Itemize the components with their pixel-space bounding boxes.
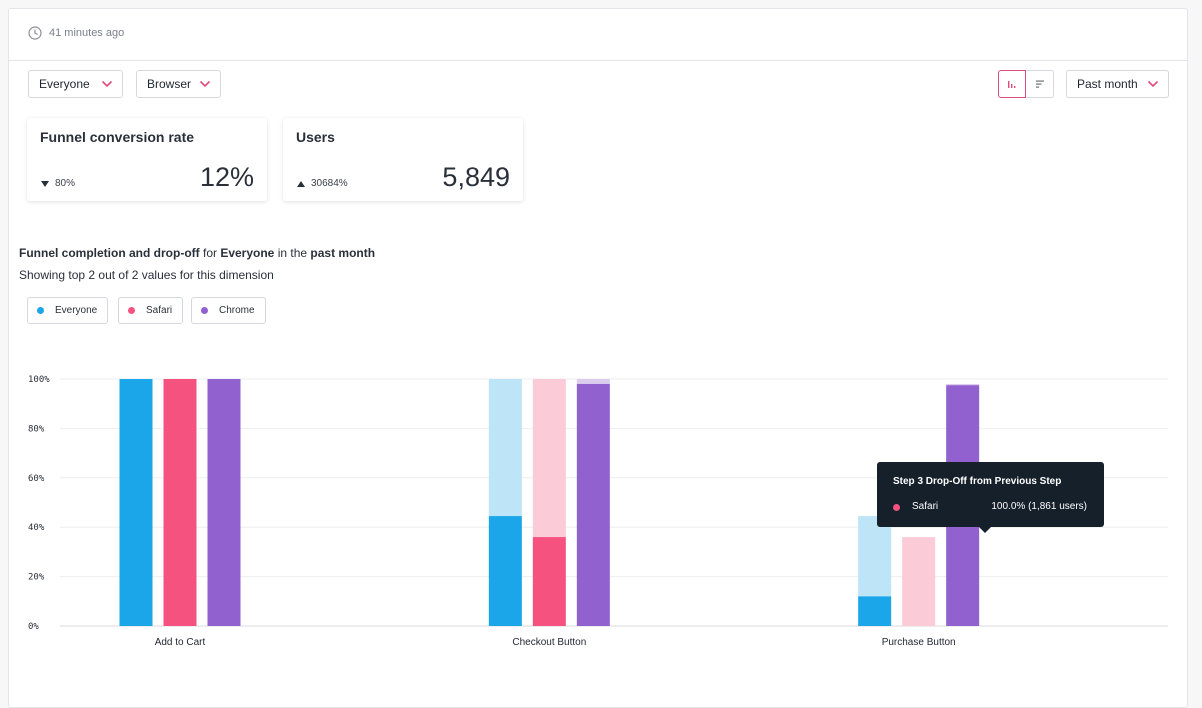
triangle-down-icon <box>41 180 49 187</box>
date-range-dropdown-value: Past month <box>1077 77 1138 91</box>
legend-label: Chrome <box>219 305 255 316</box>
y-tick-label: 80% <box>28 424 45 434</box>
chart-heading: Funnel completion and drop-off for Every… <box>19 246 375 260</box>
tooltip-title: Step 3 Drop-Off from Previous Step <box>893 476 1062 487</box>
bar-dropoff-chrome <box>576 379 610 384</box>
bar-completed-everyone <box>858 596 892 626</box>
metric-title: Users <box>296 129 335 145</box>
metric-delta-value: 80% <box>55 178 76 189</box>
metric-delta: 30684% <box>297 178 348 189</box>
tooltip-series-name: Safari <box>912 501 939 512</box>
sort-view-toggle[interactable] <box>1026 70 1054 98</box>
tooltip-arrow <box>979 527 991 533</box>
metric-delta: 80% <box>41 178 75 189</box>
bar-chart-view-toggle[interactable] <box>998 70 1026 98</box>
last-updated: 41 minutes ago <box>28 26 124 40</box>
segment-dropdown[interactable]: Everyone <box>28 70 123 98</box>
chart-heading-segment: Everyone <box>220 246 275 260</box>
legend-dot-safari <box>128 307 135 314</box>
x-tick-label: Checkout Button <box>512 637 586 648</box>
metric-card-users: Users 30684% 5,849 <box>283 118 523 201</box>
legend-item-chrome[interactable]: Chrome <box>191 297 266 324</box>
chart-heading-for: for <box>199 246 221 260</box>
x-tick-label: Purchase Button <box>882 637 956 648</box>
bar-chart-icon <box>1008 81 1016 88</box>
chevron-down-icon <box>101 80 113 88</box>
legend-label: Everyone <box>55 305 98 316</box>
bar-completed-chrome <box>207 379 241 626</box>
breakdown-dropdown[interactable]: Browser <box>136 70 221 98</box>
bar-completed-safari <box>163 379 197 626</box>
tooltip-value: 100.0% (1,861 users) <box>991 501 1087 512</box>
chart-heading-in: in the <box>274 246 311 260</box>
bar-dropoff-everyone <box>488 379 522 517</box>
bar-dropoff-safari <box>902 537 936 626</box>
legend-dot-chrome <box>201 307 208 314</box>
y-tick-label: 40% <box>28 523 45 533</box>
chevron-down-icon <box>199 80 211 88</box>
y-tick-label: 60% <box>28 474 45 484</box>
chart-tooltip: Step 3 Drop-Off from Previous Step Safar… <box>877 462 1104 533</box>
bar-dropoff-chrome <box>946 383 980 386</box>
bar-completed-safari <box>532 537 566 626</box>
chart-heading-period: past month <box>310 246 376 260</box>
bar-completed-everyone <box>488 516 522 626</box>
chart-heading-main: Funnel completion and drop-off <box>19 246 200 260</box>
funnel-chart: 0% 20% 40% 60% 80% 100% Add to Cart Checkout Bu… <box>28 375 1168 648</box>
metric-value: 12% <box>199 162 254 192</box>
segment-dropdown-value: Everyone <box>39 77 90 91</box>
panel-header: 41 minutes ago <box>9 9 1187 61</box>
y-tick-label: 20% <box>28 573 45 583</box>
legend-item-everyone[interactable]: Everyone <box>27 297 109 324</box>
metric-card-conversion: Funnel conversion rate 80% 12% <box>27 118 267 201</box>
sort-lines-icon <box>1035 80 1044 88</box>
y-tick-label: 0% <box>28 622 39 632</box>
date-range-dropdown[interactable]: Past month <box>1066 70 1169 98</box>
y-tick-label: 100% <box>28 375 50 385</box>
breakdown-dropdown-value: Browser <box>147 77 192 91</box>
triangle-up-icon <box>297 180 305 187</box>
legend-item-safari[interactable]: Safari <box>118 297 184 324</box>
tooltip-series-dot <box>893 504 900 511</box>
legend-dot-everyone <box>37 307 44 314</box>
timestamp-text: 41 minutes ago <box>49 27 125 39</box>
bar-dropoff-everyone <box>858 516 892 597</box>
clock-icon <box>28 26 42 40</box>
metric-title: Funnel conversion rate <box>40 129 195 145</box>
bar-completed-chrome <box>576 383 610 626</box>
metric-value: 5,849 <box>442 162 510 192</box>
x-tick-label: Add to Cart <box>155 637 206 648</box>
chevron-down-icon <box>1147 80 1159 88</box>
metric-delta-value: 30684% <box>311 178 348 189</box>
legend-label: Safari <box>146 305 173 316</box>
bar-completed-everyone <box>119 379 153 626</box>
bar-dropoff-safari <box>532 379 566 538</box>
chart-subheading: Showing top 2 out of 2 values for this d… <box>19 268 274 282</box>
